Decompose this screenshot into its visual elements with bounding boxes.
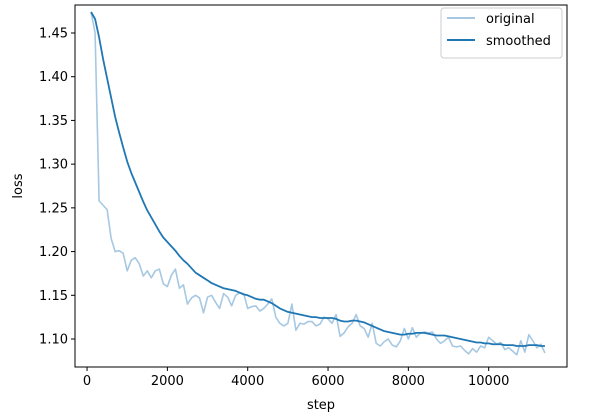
legend-label-original: original bbox=[486, 12, 535, 27]
legend-box bbox=[440, 7, 563, 59]
y-tick-label: 1.40 bbox=[39, 70, 68, 85]
plot-area bbox=[90, 11, 546, 356]
x-axis: 0 2000 4000 6000 8000 10000 bbox=[83, 367, 509, 389]
y-tick-label: 1.10 bbox=[39, 333, 68, 348]
x-tick-label: 2000 bbox=[151, 374, 184, 389]
x-tick-label: 4000 bbox=[231, 374, 264, 389]
x-tick-label: 0 bbox=[83, 374, 91, 389]
y-tick-label: 1.35 bbox=[39, 114, 68, 129]
y-tick-label: 1.45 bbox=[39, 26, 68, 41]
x-tick-label: 8000 bbox=[392, 374, 425, 389]
x-tick-label: 10000 bbox=[468, 374, 509, 389]
series-line-original bbox=[90, 11, 546, 356]
y-axis-label: loss bbox=[11, 173, 26, 198]
series-line-smoothed bbox=[90, 11, 545, 347]
y-tick-label: 1.15 bbox=[39, 289, 68, 304]
y-axis: 1.10 1.15 1.20 1.25 1.30 1.35 1.40 1.45 bbox=[39, 26, 75, 348]
legend: original smoothed bbox=[440, 7, 563, 59]
x-tick-label: 6000 bbox=[311, 374, 344, 389]
legend-label-smoothed: smoothed bbox=[486, 34, 551, 49]
plot-frame bbox=[74, 4, 568, 368]
y-tick-label: 1.25 bbox=[39, 201, 68, 216]
x-axis-label: step bbox=[307, 398, 335, 413]
y-tick-label: 1.30 bbox=[39, 158, 68, 173]
y-tick-label: 1.20 bbox=[39, 245, 68, 260]
